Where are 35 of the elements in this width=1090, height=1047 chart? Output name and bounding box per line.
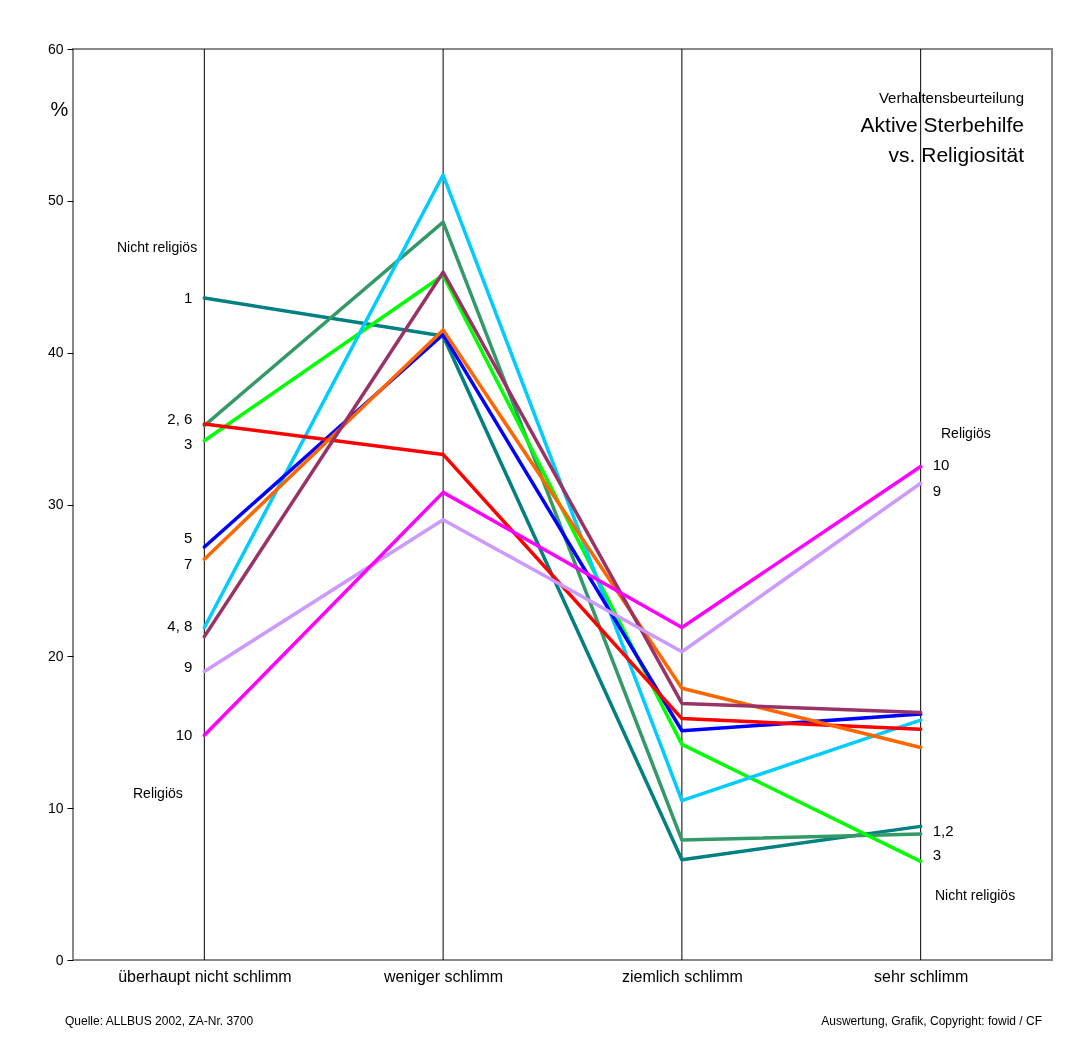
y-tick-label: 20 bbox=[47, 647, 64, 664]
x-tick-label: ziemlich schlimm bbox=[621, 967, 743, 985]
line-series bbox=[202, 481, 923, 674]
text: Auswertung, Grafik, Copyright: fowid / CF bbox=[821, 1014, 1042, 1028]
y-axis-title: % bbox=[50, 97, 69, 120]
annotation: 3 bbox=[183, 434, 193, 452]
annotation: Nicht religiös bbox=[935, 887, 1016, 903]
line-series bbox=[202, 270, 923, 715]
annotation: 10 bbox=[175, 726, 193, 744]
annotation: Nicht religiös bbox=[117, 239, 198, 255]
x-tick-label: weniger schlimm bbox=[383, 967, 504, 985]
y-tick-label: 0 bbox=[55, 951, 64, 968]
annotation: 9 bbox=[932, 481, 942, 499]
annotation: 3 bbox=[932, 846, 942, 864]
y-tick-label: 10 bbox=[47, 799, 64, 816]
y-tick-label: 40 bbox=[47, 344, 64, 361]
x-tick-label: überhaupt nicht schlimm bbox=[118, 967, 292, 985]
annotation: 7 bbox=[183, 554, 193, 572]
annotation: Religiös bbox=[133, 785, 183, 801]
annotation: 2, 6 bbox=[167, 410, 193, 428]
annotation: 4, 8 bbox=[167, 616, 193, 634]
annotation: 5 bbox=[183, 528, 193, 546]
annotation: Religiös bbox=[941, 425, 991, 441]
source-note: Quelle: ALLBUS 2002, ZA-Nr. 3700 bbox=[65, 1014, 254, 1028]
text: Aktive Sterbehilfe vs. Religiosität bbox=[860, 113, 1025, 166]
annotation: 9 bbox=[183, 657, 193, 675]
annotation: 1,2 bbox=[932, 821, 954, 839]
y-tick-label: 60 bbox=[47, 40, 64, 57]
line-series bbox=[202, 422, 923, 731]
line-series bbox=[202, 464, 923, 738]
annotation: 1 bbox=[183, 289, 193, 307]
y-tick-label: 30 bbox=[47, 496, 64, 512]
annotation: 10 bbox=[932, 456, 950, 474]
y-tick-label: 50 bbox=[47, 192, 64, 209]
x-tick-label: sehr schlimm bbox=[874, 967, 969, 985]
